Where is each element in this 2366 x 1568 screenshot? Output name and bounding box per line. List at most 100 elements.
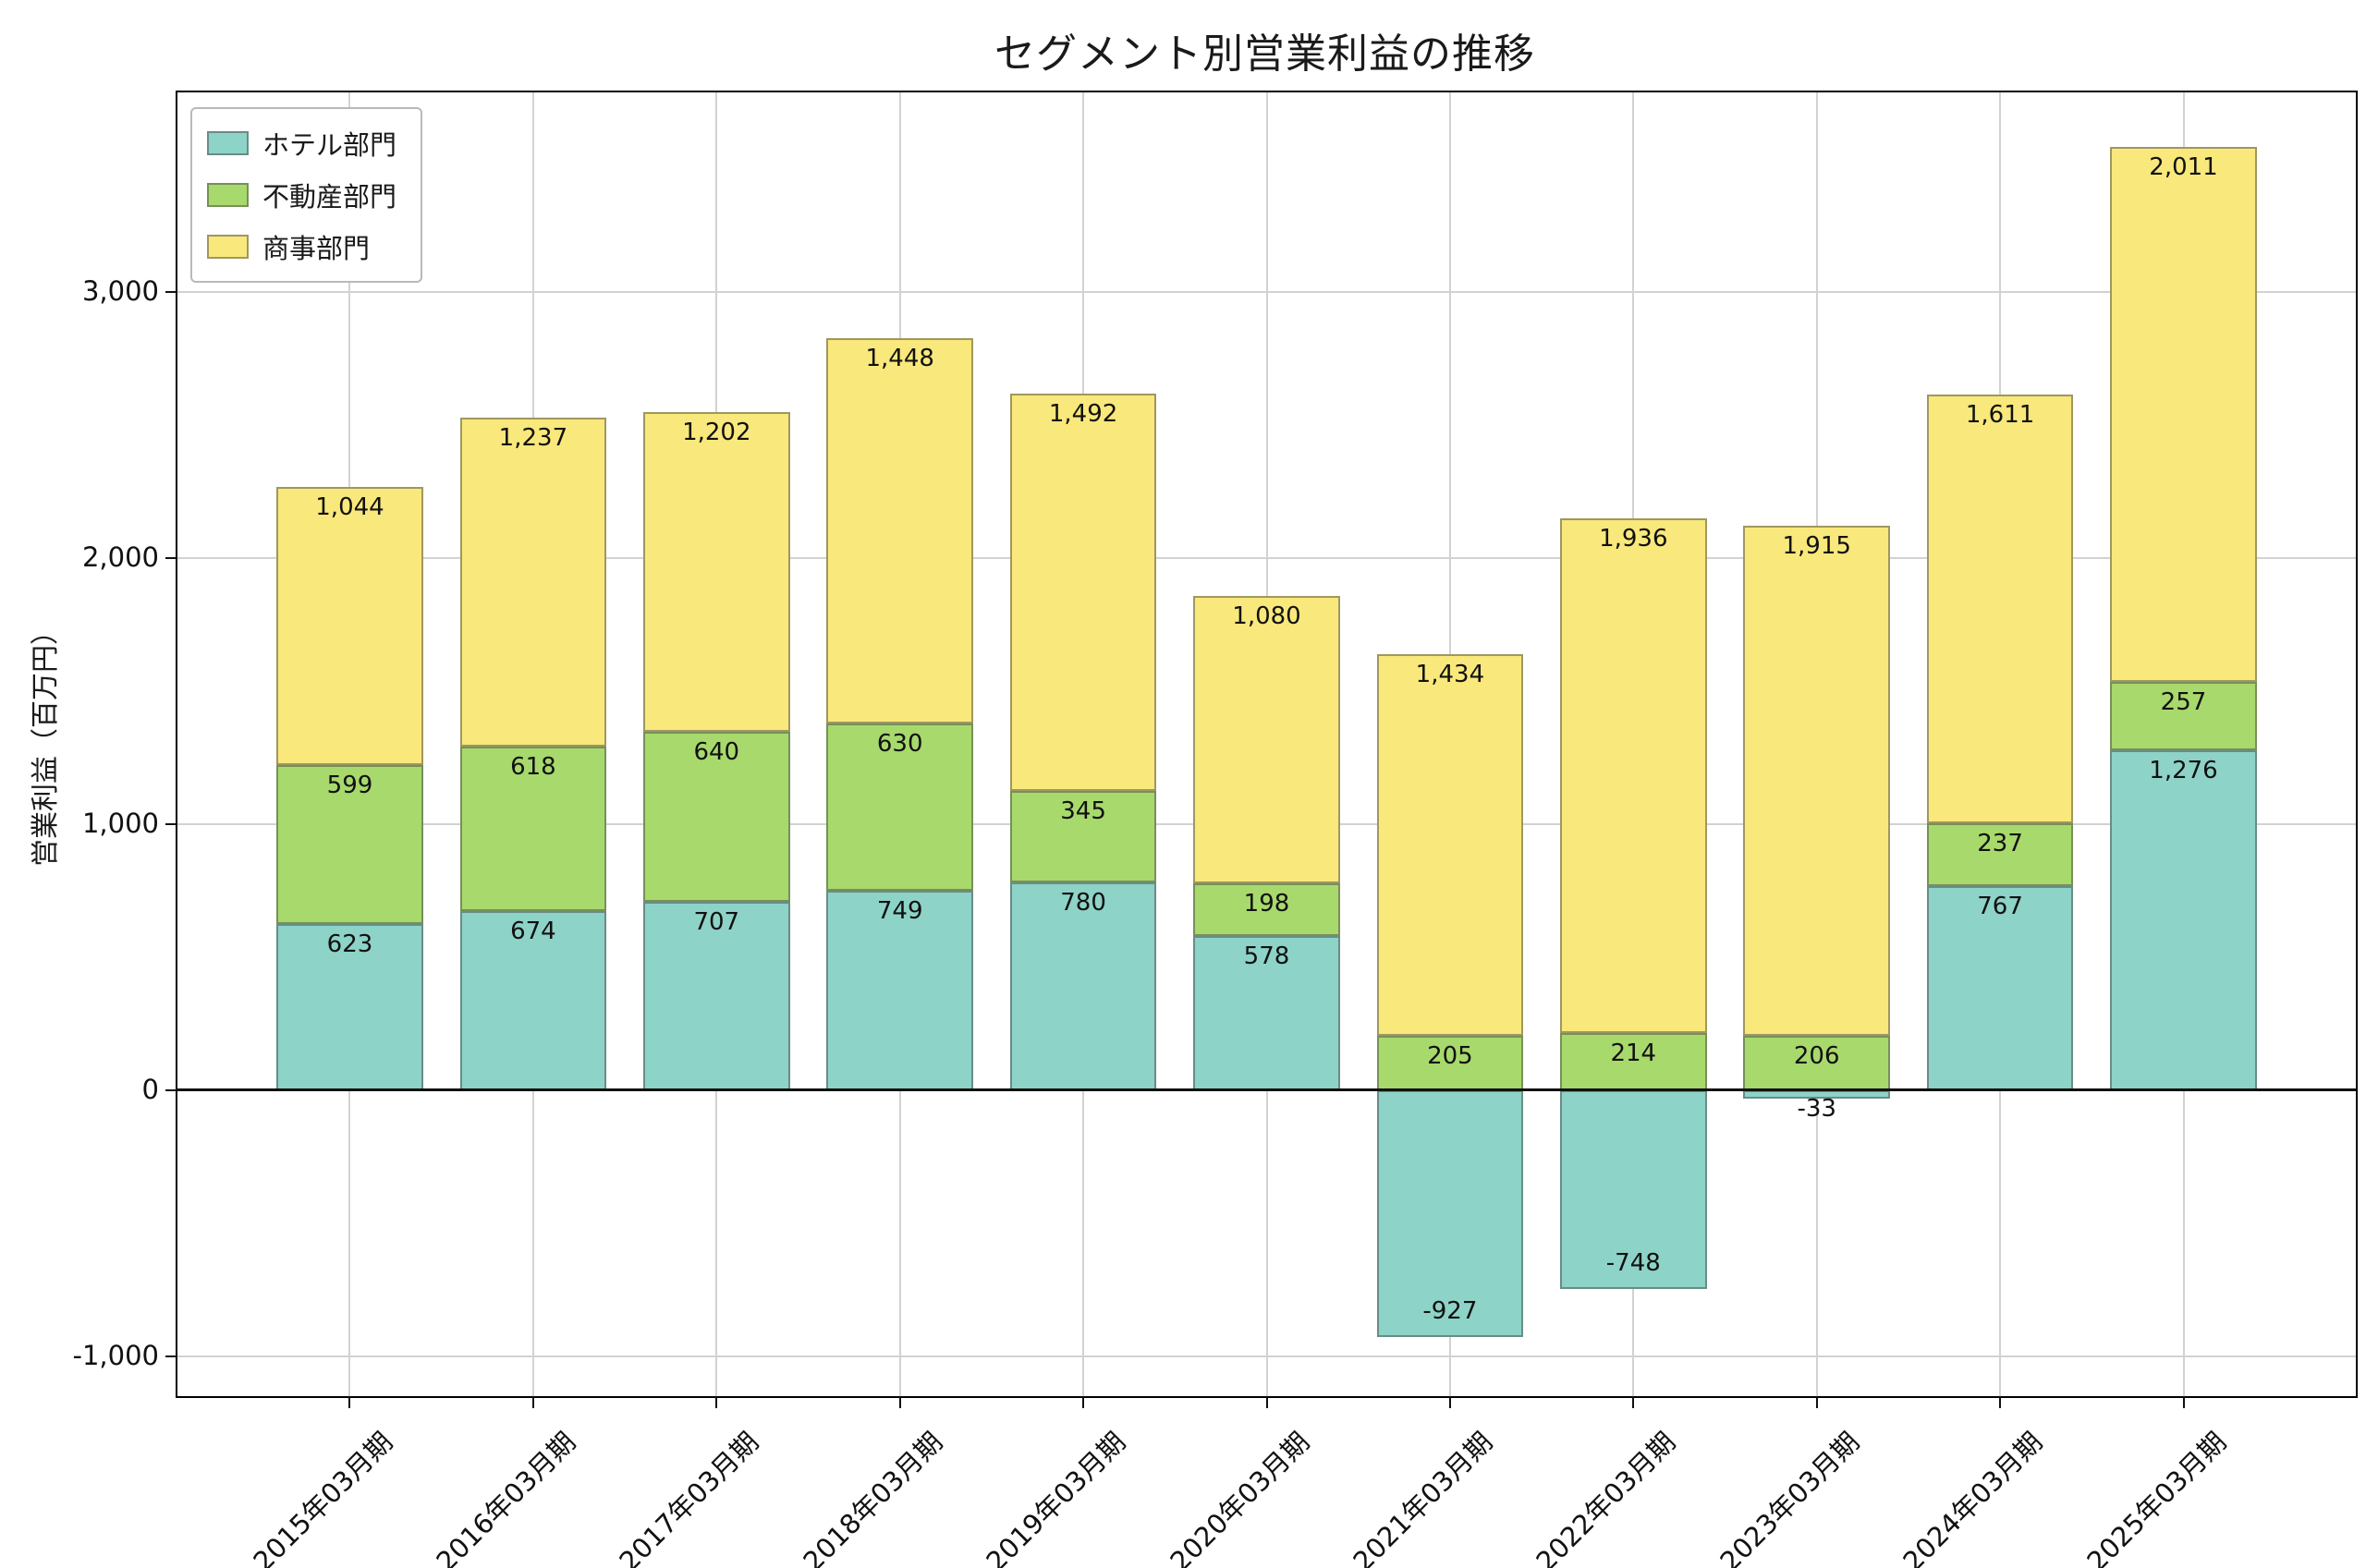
- y-axis-tick: [165, 1355, 177, 1357]
- bar-value-label: 1,202: [682, 418, 751, 446]
- x-tick-label: 2015年03月期: [246, 1426, 398, 1568]
- bar-segment: [276, 924, 423, 1090]
- bar-segment: [642, 411, 790, 732]
- bar-segment: [459, 417, 607, 747]
- x-axis-tick: [1265, 1396, 1268, 1408]
- bar-value-label: 767: [1977, 892, 2023, 920]
- bar-value-label: 749: [876, 897, 923, 926]
- bar-value-label: 1,044: [315, 493, 384, 522]
- bar-value-label: 780: [1060, 889, 1106, 918]
- bar-value-label: 1,492: [1048, 400, 1118, 429]
- bar-segment: [459, 910, 607, 1090]
- legend-item: 不動産部門: [207, 176, 396, 214]
- bar-value-label: 618: [510, 752, 556, 781]
- bar-value-label: 345: [1060, 796, 1106, 825]
- bar-value-label: 257: [2160, 688, 2207, 717]
- x-axis-tick: [1815, 1396, 1818, 1408]
- legend-label: 不動産部門: [262, 181, 397, 213]
- x-axis-tick: [2182, 1396, 2185, 1408]
- bar-segment: [1559, 1033, 1707, 1090]
- legend-swatch: [207, 183, 249, 207]
- x-axis-tick: [348, 1396, 351, 1408]
- y-axis-tick: [165, 1088, 177, 1091]
- bar-value-label: 1,237: [498, 423, 568, 452]
- bar-segment: [276, 487, 423, 765]
- bar-value-label: -33: [1797, 1095, 1836, 1124]
- y-tick-label: 1,000: [81, 807, 159, 839]
- y-tick-label: 2,000: [81, 541, 159, 573]
- bar-value-label: 1,936: [1599, 524, 1668, 553]
- bar-value-label: 2,011: [2149, 153, 2218, 182]
- bar-segment: [642, 902, 790, 1090]
- bar-value-label: 237: [1977, 829, 2023, 857]
- x-axis-tick: [1632, 1396, 1635, 1408]
- bar-segment: [2110, 682, 2257, 751]
- x-axis-tick: [531, 1396, 534, 1408]
- bar-segment: [2110, 147, 2257, 683]
- bar-segment: [1743, 526, 1891, 1036]
- bar-segment: [1926, 394, 2074, 823]
- bar-segment: [826, 891, 974, 1090]
- y-tick-label: -1,000: [72, 1339, 160, 1371]
- zero-line: [177, 1088, 2356, 1092]
- bar-segment: [826, 337, 974, 723]
- bar-value-label: 1,276: [2149, 757, 2218, 785]
- legend-swatch: [207, 131, 249, 155]
- legend-swatch: [207, 235, 249, 259]
- bar-value-label: 1,448: [865, 344, 934, 372]
- bar-value-label: 707: [693, 908, 740, 937]
- legend: ホテル部門不動産部門商事部門: [190, 107, 423, 283]
- plot-area: 623 599 1,044 674 618 1,237 707 640 1,202 749 630 1…: [73, 91, 2358, 1568]
- legend-item: 商事部門: [207, 227, 396, 266]
- x-axis-tick: [1448, 1396, 1451, 1408]
- bar-segment: [1926, 822, 2074, 886]
- bar-segment: [1559, 517, 1707, 1034]
- bar-value-label: 205: [1427, 1041, 1473, 1070]
- bar-segment: [1009, 882, 1157, 1090]
- bar-segment: [826, 723, 974, 892]
- y-axis-tick: [165, 290, 177, 293]
- bar-segment: [1193, 596, 1340, 884]
- x-axis-tick: [898, 1396, 901, 1408]
- y-tick-label: 0: [141, 1073, 159, 1105]
- bar-value-label: 1,611: [1965, 400, 2035, 429]
- chart-title: セグメント別営業利益の推移: [994, 30, 1535, 78]
- bar-segment: [1009, 790, 1157, 883]
- legend-label: 商事部門: [262, 233, 371, 264]
- bar-value-label: 578: [1243, 942, 1290, 971]
- bar-value-label: 623: [326, 930, 373, 959]
- bar-segment: [642, 731, 790, 903]
- legend-label: ホテル部門: [262, 129, 397, 161]
- bar-value-label: 599: [326, 771, 373, 799]
- bar-segment: [1559, 1089, 1707, 1290]
- bar-segment: [1743, 1035, 1891, 1090]
- bar-segment: [1376, 1089, 1524, 1337]
- bar-value-label: 674: [510, 917, 556, 945]
- bar-value-label: 206: [1793, 1041, 1840, 1070]
- bar-segment: [1926, 885, 2074, 1090]
- bar-segment: [276, 764, 423, 925]
- x-axis-tick: [715, 1396, 718, 1408]
- bar-segment: [2110, 750, 2257, 1090]
- bar-value-label: -748: [1605, 1249, 1661, 1278]
- y-axis-tick: [165, 556, 177, 559]
- bar-value-label: 198: [1243, 890, 1290, 918]
- bar-value-label: 1,080: [1232, 602, 1301, 631]
- bar-segment: [1193, 883, 1340, 937]
- y-tick-label: 3,000: [81, 274, 159, 307]
- bar-value-label: 1,434: [1415, 660, 1485, 688]
- bar-value-label: 1,915: [1782, 532, 1851, 561]
- bar-segment: [459, 746, 607, 911]
- x-axis-tick: [1999, 1396, 2002, 1408]
- x-axis-tick: [1082, 1396, 1085, 1408]
- bar-value-label: 640: [693, 737, 740, 766]
- bar-value-label: -927: [1422, 1296, 1478, 1325]
- bar-value-label: 630: [876, 729, 923, 758]
- y-axis-tick: [165, 822, 177, 825]
- bar-segment: [1193, 936, 1340, 1090]
- bar-value-label: 214: [1610, 1039, 1657, 1068]
- legend-item: ホテル部門: [207, 124, 396, 163]
- bar-segment: [1009, 394, 1157, 791]
- bar-segment: [1376, 653, 1524, 1036]
